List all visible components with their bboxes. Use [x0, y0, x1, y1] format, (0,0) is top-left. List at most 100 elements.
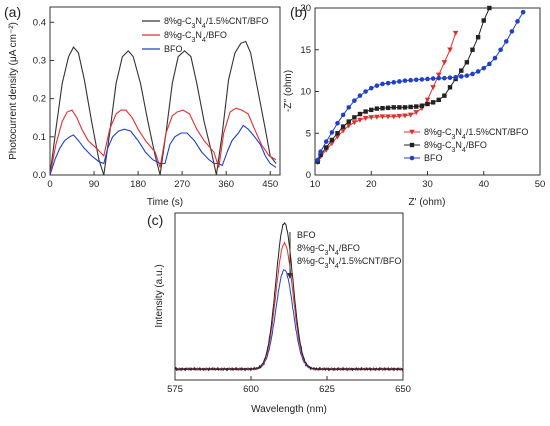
panel-b-point — [352, 98, 357, 103]
panel-b-point — [369, 107, 374, 113]
panel-c-x-tick-label: 575 — [167, 384, 183, 395]
panel-c-legend-label-2: 8%g-C3N4/1.5%CNT/BFO — [297, 256, 401, 270]
panel-b-point — [520, 9, 526, 15]
panel-b-y-tick-label: 20 — [300, 3, 311, 14]
panel-b-point — [323, 139, 329, 144]
panel-b-point — [458, 74, 464, 79]
panel-b-point — [407, 112, 414, 118]
panel-b-label: (b) — [290, 4, 307, 20]
panel-c-label: (c) — [147, 212, 163, 228]
panel-a-x-tick-label: 450 — [262, 179, 278, 190]
panel-b-point — [413, 110, 420, 116]
panel-b-point — [368, 85, 374, 91]
panel-b-point — [402, 105, 408, 110]
panel-b-point — [346, 105, 352, 110]
panel-b-point — [430, 100, 436, 105]
panel-a-series-line-1 — [49, 107, 277, 176]
panel-a-label: (a) — [4, 4, 21, 20]
panel-b-point — [430, 85, 436, 91]
panel-b-legend-marker-2 — [409, 155, 415, 161]
panel-a-y-axis-label: Photocurrent density (μA cm⁻²) — [8, 22, 19, 160]
panel-b-y-tick-label: 15 — [300, 45, 311, 56]
panel-b-point — [419, 77, 425, 82]
panel-c-pl-spectrum-chart: (c) 575 600 625 650 Wavelength (nm) Intensi… — [147, 212, 411, 415]
panel-b-y-axis-label: -Z'' (ohm) — [283, 70, 294, 112]
panel-b-y-tick-label: 0 — [306, 170, 311, 181]
panel-b-point — [425, 101, 430, 107]
panel-b-point — [481, 65, 487, 71]
panel-b-point — [470, 71, 475, 77]
panel-b-legend-label-1: 8%g-C3N4/BFO — [424, 140, 487, 154]
panel-c-plot-frame — [174, 212, 404, 381]
panel-a-x-tick-label: 0 — [47, 179, 52, 190]
panel-a-y-tick-label: 0.4 — [33, 17, 46, 28]
panel-a-x-tick-label: 360 — [218, 179, 234, 190]
panel-b-point — [487, 61, 492, 67]
panel-b-point — [385, 114, 391, 120]
panel-b-point — [335, 131, 340, 136]
panel-c-x-tick-label: 600 — [243, 384, 259, 395]
panel-b-point — [447, 47, 453, 53]
panel-b-point — [402, 78, 408, 83]
panel-b-point — [436, 75, 442, 81]
panel-b-point — [396, 113, 403, 119]
panel-b-point — [441, 60, 448, 66]
panel-b-point — [380, 81, 385, 87]
panel-c-series-line-0 — [174, 222, 404, 372]
panel-b-point — [464, 60, 470, 65]
panel-b-point — [385, 105, 391, 110]
panel-b-point — [481, 18, 486, 23]
panel-b-point — [363, 109, 368, 114]
panel-b-point — [335, 120, 340, 126]
panel-b-point — [397, 79, 402, 84]
panel-b-point — [515, 19, 520, 24]
panel-b-point — [397, 105, 402, 110]
panel-c-y-axis-label: Intensity (a.u.) — [154, 264, 165, 327]
panel-b-point — [475, 69, 481, 74]
panel-b-y-tick-label: 5 — [306, 128, 311, 139]
panel-a-x-tick-label: 180 — [130, 179, 146, 190]
panel-b-legend-label-2: BFO — [424, 153, 443, 163]
panel-a-x-tick-label: 270 — [174, 179, 190, 190]
panel-b-series — [315, 5, 526, 166]
panel-a-legend-label-1: 8%g-C3N4/BFO — [164, 30, 227, 44]
panel-a-series-line-2 — [49, 124, 277, 176]
panel-b-point — [357, 111, 363, 117]
panel-b-point — [402, 113, 408, 119]
panel-a-photocurrent-chart: (a) 0 90 180 270 360 450 0.0 0.1 0.2 0.3 0.4 Time … — [4, 4, 281, 208]
panel-c-series — [174, 222, 404, 372]
panel-b-point — [374, 106, 380, 111]
panel-b-point — [453, 75, 458, 80]
panel-a-legend-label-2: BFO — [164, 44, 183, 54]
panel-b-point — [318, 149, 323, 154]
panel-b-point — [509, 29, 515, 34]
panel-b-point — [447, 85, 453, 90]
panel-b-point — [340, 124, 346, 129]
panel-b-legend-label-0: 8%g-C3N4/1.5%CNT/BFO — [424, 127, 528, 141]
panel-b-point — [318, 152, 323, 158]
panel-b-point — [430, 76, 436, 81]
panel-a-x-axis-label: Time (s) — [147, 197, 183, 208]
panel-b-point — [464, 73, 470, 78]
panel-b-point — [425, 76, 430, 82]
panel-a-y-tick-label: 0.1 — [33, 132, 46, 143]
panel-b-point — [498, 47, 503, 53]
panel-b-point — [368, 115, 375, 121]
panel-b-point — [470, 47, 475, 52]
panel-b-point — [475, 35, 481, 40]
panel-c-trend-arrow-head — [287, 273, 293, 279]
panel-b-point — [346, 119, 351, 124]
panel-b-x-tick-label: 20 — [366, 179, 377, 190]
panel-c-series-line-2 — [175, 268, 404, 372]
panel-a-y-tick-label: 0.0 — [33, 170, 46, 181]
panel-b-point — [391, 80, 397, 85]
panel-a-y-tick-label: 0.2 — [33, 94, 46, 105]
panel-a-series — [49, 40, 277, 176]
panel-a-series-line-0 — [49, 40, 277, 176]
panel-b-point — [362, 116, 369, 122]
panel-b-x-tick-label: 50 — [535, 179, 546, 190]
panel-c-x-tick-label: 625 — [319, 384, 335, 395]
panel-b-legend-marker-0 — [409, 129, 415, 135]
panel-b-point — [503, 39, 509, 44]
